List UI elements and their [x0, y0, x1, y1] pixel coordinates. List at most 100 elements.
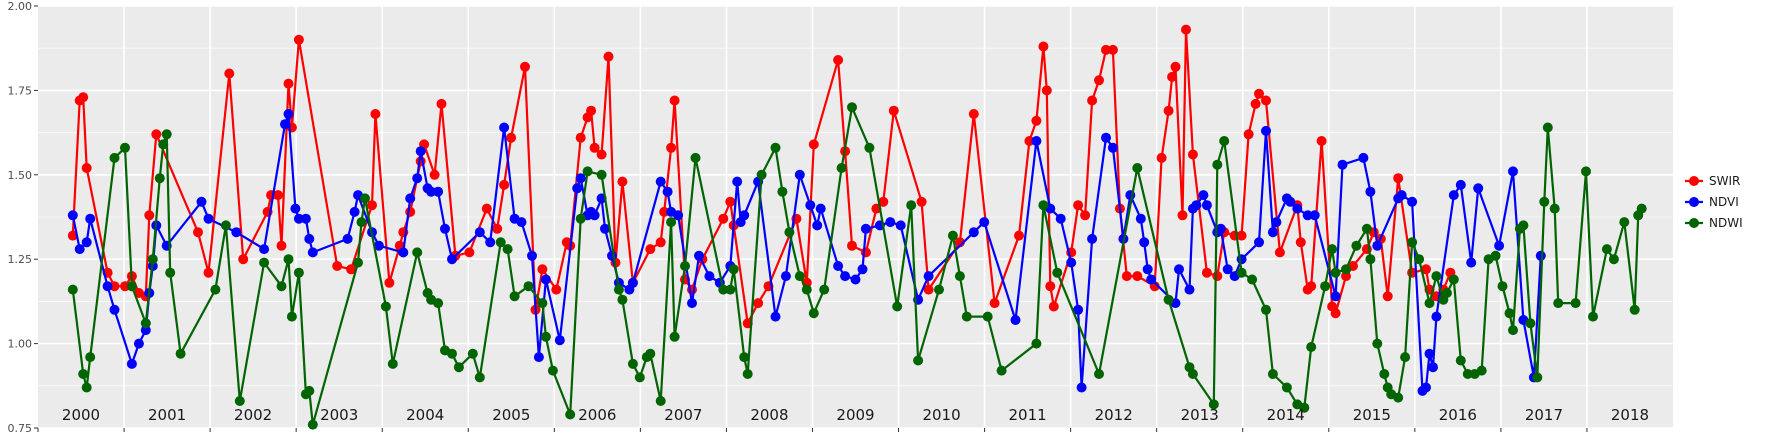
data-point-ndwi — [1636, 203, 1647, 214]
data-point-ndwi — [1208, 399, 1219, 410]
data-point-swir — [499, 179, 510, 190]
data-point-ndvi — [259, 244, 270, 255]
legend-key-point — [1689, 218, 1699, 228]
data-point-ndwi — [1549, 203, 1560, 214]
data-point-ndwi — [78, 369, 89, 379]
data-point-swir — [367, 200, 377, 211]
data-point-swir — [144, 210, 155, 221]
data-point-swir — [989, 298, 1000, 309]
data-point-ndwi — [447, 348, 457, 359]
data-point-ndvi — [1076, 382, 1087, 393]
data-point-ndvi — [589, 210, 600, 221]
data-point-ndwi — [210, 284, 221, 295]
data-point-ndwi — [1267, 369, 1278, 379]
data-point-swir — [968, 109, 979, 119]
year-label: 2000 — [62, 406, 100, 424]
data-point-swir — [370, 109, 381, 119]
data-point-ndvi — [433, 186, 444, 197]
data-point-ndwi — [864, 142, 875, 153]
data-point-ndwi — [1407, 237, 1418, 248]
data-point-ndwi — [847, 102, 857, 113]
data-point-ndvi — [575, 173, 586, 184]
data-point-ndvi — [1330, 291, 1341, 302]
data-point-ndvi — [1285, 196, 1296, 207]
data-point-swir — [1045, 281, 1056, 292]
data-point-swir — [1156, 152, 1167, 163]
legend: SWIR NDVI NDWI — [1685, 174, 1743, 230]
data-point-swir — [596, 149, 607, 160]
data-point-ndwi — [1504, 308, 1515, 319]
data-point-ndwi — [1212, 159, 1223, 170]
data-point-ndwi — [1247, 274, 1258, 285]
data-point-ndwi — [1281, 382, 1292, 393]
data-point-swir — [808, 139, 819, 150]
data-point-ndvi — [895, 220, 906, 231]
data-point-swir — [1101, 44, 1111, 55]
data-point-ndwi — [1393, 392, 1404, 403]
data-point-ndwi — [1132, 163, 1143, 173]
series-ndvi — [67, 109, 1546, 396]
data-point-ndwi — [140, 318, 151, 329]
data-point-swir — [151, 129, 162, 140]
data-point-swir — [1421, 264, 1431, 275]
data-point-ndvi — [1466, 257, 1477, 268]
data-point-ndwi — [523, 281, 534, 292]
data-point-ndwi — [680, 261, 690, 271]
data-point-swir — [203, 267, 214, 278]
data-point-ndvi — [527, 250, 537, 261]
data-point-swir — [238, 254, 249, 265]
data-point-ndwi — [836, 163, 847, 173]
data-point-ndvi — [102, 281, 113, 292]
data-point-ndvi — [1302, 210, 1313, 221]
data-point-swir — [1031, 115, 1042, 126]
data-point-swir — [1212, 271, 1223, 282]
data-point-ndvi — [109, 304, 120, 315]
y-tick-label: 0.75 — [8, 422, 33, 435]
data-point-ndvi — [840, 271, 851, 282]
legend-item-swir: SWIR — [1685, 174, 1740, 188]
data-point-swir — [405, 206, 416, 217]
year-label: 2009 — [836, 406, 874, 424]
legend-label: NDVI — [1709, 195, 1739, 209]
data-point-ndvi — [600, 223, 610, 234]
data-point-swir — [492, 223, 503, 234]
data-point-ndvi — [307, 247, 318, 258]
data-point-ndvi — [440, 223, 450, 234]
data-point-swir — [1121, 271, 1132, 282]
data-point-swir — [1236, 230, 1247, 241]
data-point-swir — [1132, 271, 1143, 282]
data-point-ndvi — [857, 264, 868, 275]
data-point-ndwi — [756, 169, 767, 180]
data-point-ndwi — [1163, 294, 1174, 305]
data-point-ndwi — [777, 186, 788, 197]
data-point-swir — [1201, 267, 1212, 278]
y-tick-label: 1.00 — [8, 338, 33, 351]
y-tick-label: 1.25 — [8, 253, 33, 266]
legend-label: NDWI — [1709, 216, 1743, 230]
data-point-ndvi — [1010, 315, 1021, 325]
data-point-ndvi — [540, 274, 551, 285]
data-point-swir — [1177, 210, 1188, 221]
data-point-swir — [1107, 44, 1118, 55]
data-point-ndwi — [947, 230, 958, 241]
data-point-ndvi — [516, 217, 527, 228]
data-point-swir — [429, 169, 440, 180]
data-point-ndvi — [1142, 264, 1153, 275]
data-point-ndwi — [1261, 304, 1271, 315]
data-point-ndwi — [739, 352, 750, 363]
data-point-swir — [464, 247, 475, 258]
data-point-swir — [120, 281, 130, 292]
data-point-ndvi — [1431, 311, 1442, 322]
data-point-ndvi — [300, 213, 311, 224]
data-point-ndvi — [662, 186, 673, 197]
data-point-ndvi — [1184, 284, 1195, 295]
legend-key-point — [1689, 197, 1699, 207]
data-point-ndwi — [1236, 267, 1247, 278]
data-point-ndwi — [1629, 304, 1640, 315]
legend-item-ndvi: NDVI — [1685, 195, 1739, 209]
data-point-swir — [551, 284, 562, 295]
year-label: 2018 — [1611, 406, 1649, 424]
data-point-ndvi — [349, 206, 360, 217]
year-label: 2014 — [1267, 406, 1305, 424]
